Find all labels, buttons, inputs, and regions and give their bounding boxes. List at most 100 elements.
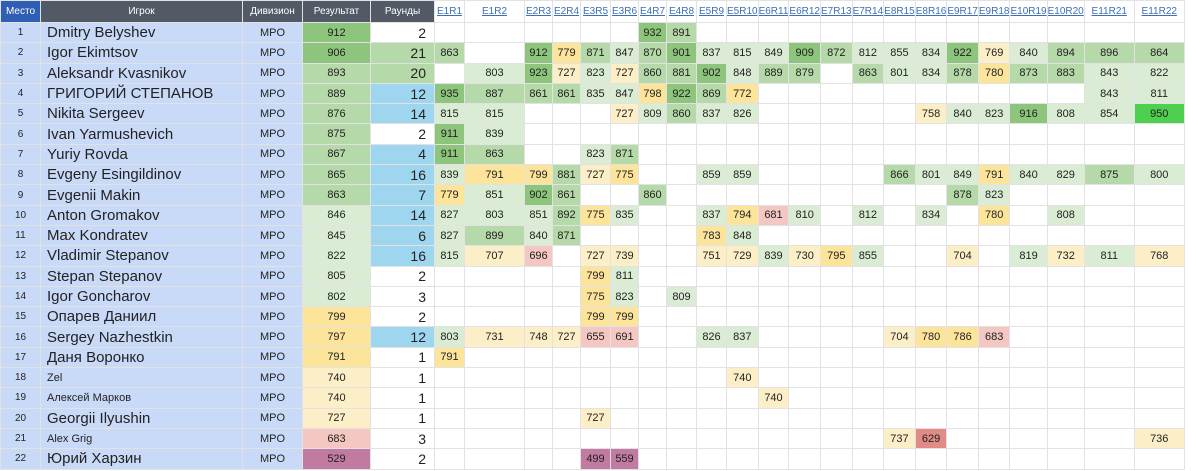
round-score-cell[interactable]: 859 bbox=[726, 164, 759, 186]
round-score-cell[interactable] bbox=[977, 407, 1011, 429]
round-score-cell[interactable] bbox=[883, 103, 916, 125]
round-score-cell[interactable] bbox=[580, 103, 611, 125]
round-score-cell[interactable] bbox=[638, 164, 667, 186]
round-score-cell[interactable] bbox=[757, 346, 790, 369]
round-score-cell[interactable]: 826 bbox=[696, 326, 727, 348]
round-score-cell[interactable] bbox=[552, 143, 581, 166]
round-score-cell[interactable] bbox=[666, 306, 697, 328]
round-score-cell[interactable] bbox=[1009, 285, 1048, 308]
round-score-cell[interactable] bbox=[610, 427, 639, 450]
round-score-cell[interactable] bbox=[1083, 285, 1135, 308]
round-score-cell[interactable] bbox=[726, 285, 759, 308]
round-score-cell[interactable] bbox=[726, 265, 759, 287]
round-score-cell[interactable] bbox=[1133, 326, 1185, 348]
round-score-cell[interactable] bbox=[883, 448, 916, 470]
round-score-cell[interactable] bbox=[434, 427, 465, 450]
round-score-cell[interactable]: 783 bbox=[696, 224, 727, 247]
round-score-cell[interactable] bbox=[696, 346, 727, 369]
round-score-cell[interactable] bbox=[977, 346, 1011, 369]
round-score-cell[interactable] bbox=[946, 448, 979, 470]
player-name-cell[interactable]: Юрий Харзин bbox=[40, 448, 243, 470]
round-score-cell[interactable] bbox=[820, 427, 853, 450]
round-score-cell[interactable]: 727 bbox=[580, 407, 611, 429]
round-score-cell[interactable]: 887 bbox=[464, 82, 525, 105]
round-score-cell[interactable]: 786 bbox=[946, 326, 979, 348]
player-name-cell[interactable]: Dmitry Belyshev bbox=[40, 21, 243, 44]
round-score-cell[interactable] bbox=[552, 407, 581, 429]
round-score-cell[interactable] bbox=[788, 123, 821, 145]
round-score-cell[interactable] bbox=[1009, 143, 1048, 166]
round-score-cell[interactable]: 889 bbox=[757, 62, 790, 84]
round-score-cell[interactable]: 849 bbox=[757, 42, 790, 64]
round-score-cell[interactable]: 801 bbox=[883, 62, 916, 84]
event-link[interactable]: E7R13 bbox=[820, 0, 853, 23]
round-score-cell[interactable] bbox=[820, 184, 853, 206]
round-score-cell[interactable]: 704 bbox=[883, 326, 916, 348]
round-score-cell[interactable] bbox=[524, 21, 553, 44]
round-score-cell[interactable]: 691 bbox=[610, 326, 639, 348]
event-link[interactable]: E1R1 bbox=[434, 0, 465, 23]
place-cell[interactable]: 1 bbox=[0, 21, 41, 44]
event-link[interactable]: E8R16 bbox=[914, 0, 948, 23]
round-score-cell[interactable]: 772 bbox=[726, 82, 759, 105]
round-score-cell[interactable] bbox=[977, 21, 1011, 44]
rounds-cell[interactable]: 16 bbox=[370, 164, 435, 186]
round-score-cell[interactable] bbox=[1133, 387, 1185, 409]
round-score-cell[interactable]: 799 bbox=[580, 265, 611, 287]
round-score-cell[interactable]: 810 bbox=[788, 204, 821, 226]
rounds-cell[interactable]: 2 bbox=[370, 21, 435, 44]
round-score-cell[interactable] bbox=[851, 326, 885, 348]
round-score-cell[interactable] bbox=[820, 62, 853, 84]
round-score-cell[interactable] bbox=[1046, 387, 1085, 409]
round-score-cell[interactable] bbox=[914, 143, 948, 166]
round-score-cell[interactable] bbox=[977, 82, 1011, 105]
round-score-cell[interactable]: 899 bbox=[464, 224, 525, 247]
round-score-cell[interactable] bbox=[820, 407, 853, 429]
round-score-cell[interactable] bbox=[1133, 143, 1185, 166]
round-score-cell[interactable]: 909 bbox=[788, 42, 821, 64]
result-cell[interactable]: 865 bbox=[302, 164, 371, 186]
rounds-cell[interactable]: 16 bbox=[370, 245, 435, 267]
player-name-cell[interactable]: Aleksandr Kvasnikov bbox=[40, 62, 243, 84]
round-score-cell[interactable] bbox=[696, 21, 727, 44]
round-score-cell[interactable]: 855 bbox=[883, 42, 916, 64]
round-score-cell[interactable] bbox=[788, 326, 821, 348]
round-score-cell[interactable]: 803 bbox=[434, 326, 465, 348]
division-cell[interactable]: MPO bbox=[242, 285, 303, 308]
round-score-cell[interactable] bbox=[1009, 387, 1048, 409]
place-cell[interactable]: 19 bbox=[0, 387, 41, 409]
round-score-cell[interactable]: 840 bbox=[1009, 42, 1048, 64]
round-score-cell[interactable] bbox=[946, 367, 979, 389]
round-score-cell[interactable]: 707 bbox=[464, 245, 525, 267]
round-score-cell[interactable] bbox=[757, 103, 790, 125]
round-score-cell[interactable] bbox=[434, 62, 465, 84]
round-score-cell[interactable]: 863 bbox=[464, 143, 525, 166]
round-score-cell[interactable] bbox=[883, 285, 916, 308]
round-score-cell[interactable] bbox=[524, 448, 553, 470]
round-score-cell[interactable] bbox=[666, 143, 697, 166]
division-cell[interactable]: MPO bbox=[242, 427, 303, 450]
round-score-cell[interactable] bbox=[1133, 285, 1185, 308]
division-cell[interactable]: MPO bbox=[242, 42, 303, 64]
division-cell[interactable]: MPO bbox=[242, 346, 303, 369]
round-score-cell[interactable] bbox=[580, 123, 611, 145]
rounds-cell[interactable]: 2 bbox=[370, 123, 435, 145]
round-score-cell[interactable]: 827 bbox=[434, 204, 465, 226]
round-score-cell[interactable] bbox=[788, 184, 821, 206]
round-score-cell[interactable] bbox=[434, 306, 465, 328]
round-score-cell[interactable]: 891 bbox=[666, 21, 697, 44]
round-score-cell[interactable] bbox=[883, 184, 916, 206]
round-score-cell[interactable]: 860 bbox=[666, 103, 697, 125]
division-cell[interactable]: MPO bbox=[242, 62, 303, 84]
round-score-cell[interactable] bbox=[851, 184, 885, 206]
round-score-cell[interactable] bbox=[851, 427, 885, 450]
round-score-cell[interactable] bbox=[757, 123, 790, 145]
round-score-cell[interactable] bbox=[464, 407, 525, 429]
round-score-cell[interactable] bbox=[851, 164, 885, 186]
round-score-cell[interactable] bbox=[946, 265, 979, 287]
round-score-cell[interactable]: 811 bbox=[1083, 245, 1135, 267]
round-score-cell[interactable] bbox=[883, 82, 916, 105]
round-score-cell[interactable] bbox=[464, 346, 525, 369]
round-score-cell[interactable] bbox=[1009, 346, 1048, 369]
result-cell[interactable]: 846 bbox=[302, 204, 371, 226]
